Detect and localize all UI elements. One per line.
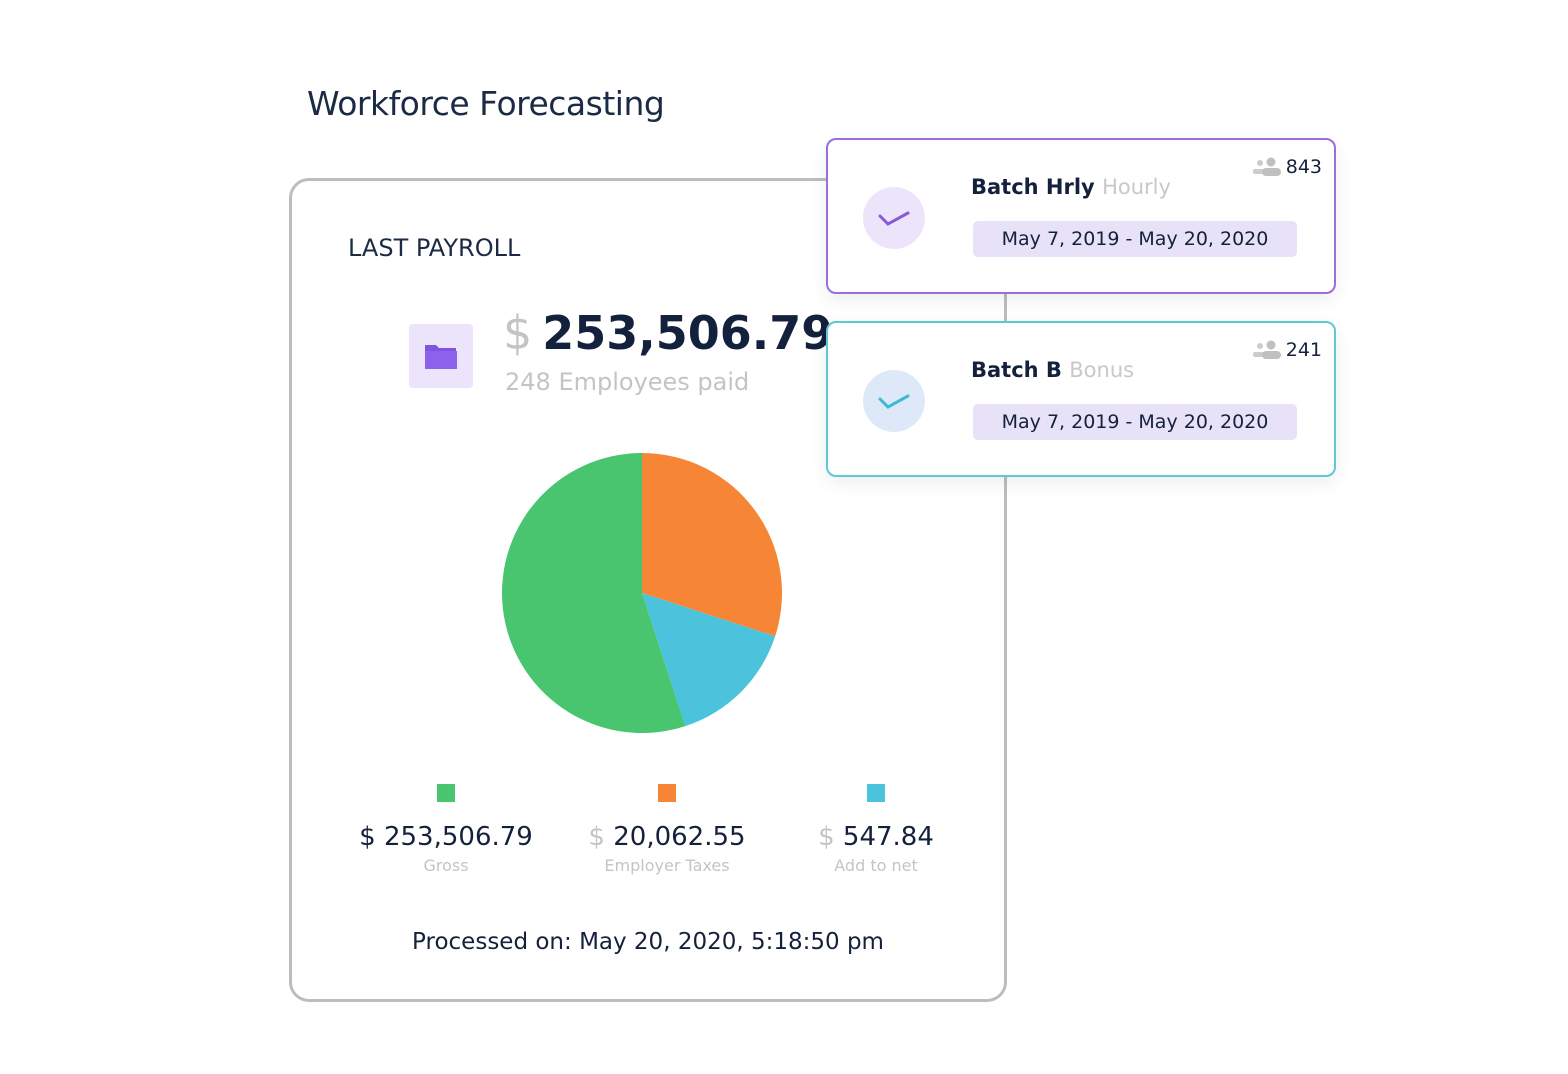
batch-type: Bonus xyxy=(1069,358,1135,382)
batch-card-bonus[interactable]: Batch B Bonus May 7, 2019 - May 20, 2020… xyxy=(826,321,1336,477)
amount: 253,506.79 xyxy=(383,822,533,852)
card-heading: LAST PAYROLL xyxy=(348,234,521,262)
currency-symbol: $ xyxy=(588,822,605,852)
payroll-total: $253,506.79 xyxy=(503,306,833,360)
batch-date-range: May 7, 2019 - May 20, 2020 xyxy=(973,404,1297,440)
amount: 20,062.55 xyxy=(613,822,746,852)
legend-add-to-net: $ 547.84 Add to net xyxy=(766,784,986,875)
employee-count: 843 xyxy=(1252,156,1322,178)
legend-value: $ 253,506.79 xyxy=(336,822,556,852)
legend-gross: $ 253,506.79 Gross xyxy=(336,784,556,875)
legend-label: Employer Taxes xyxy=(604,856,730,875)
legend-employer-taxes: $ 20,062.55 Employer Taxes xyxy=(557,784,777,875)
currency-symbol: $ xyxy=(503,306,533,360)
batch-card-hourly[interactable]: Batch Hrly Hourly May 7, 2019 - May 20, … xyxy=(826,138,1336,294)
legend-swatch xyxy=(867,784,885,802)
batch-date-range: May 7, 2019 - May 20, 2020 xyxy=(973,221,1297,257)
employee-count: 241 xyxy=(1252,339,1322,361)
batch-name: Batch Hrly Hourly xyxy=(971,175,1171,199)
legend-label: Gross xyxy=(423,856,469,875)
employees-paid: 248 Employees paid xyxy=(505,368,750,396)
legend-value: $ 20,062.55 xyxy=(557,822,777,852)
folder-icon xyxy=(409,324,473,388)
check-icon xyxy=(863,187,925,249)
page-title: Workforce Forecasting xyxy=(307,84,665,123)
pie-slice-employer-taxes xyxy=(642,453,782,637)
legend-label: Add to net xyxy=(834,856,918,875)
people-icon xyxy=(1252,340,1281,359)
processed-on: Processed on: May 20, 2020, 5:18:50 pm xyxy=(412,929,884,955)
currency-symbol: $ xyxy=(818,822,835,852)
legend-swatch xyxy=(437,784,455,802)
payroll-pie-chart xyxy=(502,453,782,733)
pie-slice-gross xyxy=(502,453,686,733)
batch-title: Batch B xyxy=(971,358,1062,382)
check-icon xyxy=(863,370,925,432)
people-icon xyxy=(1252,157,1281,176)
count-value: 843 xyxy=(1285,156,1322,178)
pie-slice-add-to-net xyxy=(642,593,776,727)
batch-name: Batch B Bonus xyxy=(971,358,1134,382)
total-value: 253,506.79 xyxy=(542,306,834,360)
legend-value: $ 547.84 xyxy=(766,822,986,852)
batch-type: Hourly xyxy=(1102,175,1171,199)
batch-title: Batch Hrly xyxy=(971,175,1095,199)
amount: 547.84 xyxy=(842,822,934,852)
currency-symbol: $ xyxy=(359,822,376,852)
legend-swatch xyxy=(658,784,676,802)
count-value: 241 xyxy=(1285,339,1322,361)
